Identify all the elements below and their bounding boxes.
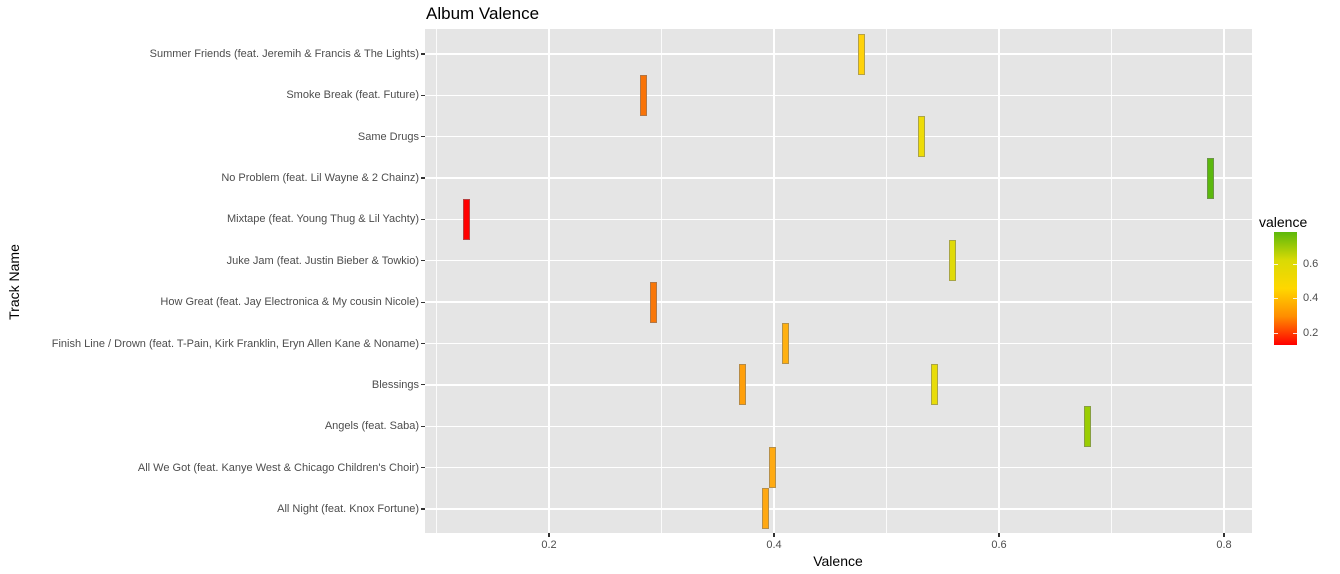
- data-tile: [1084, 405, 1092, 447]
- data-tile: [1207, 157, 1214, 199]
- row-gridline: [425, 384, 1252, 386]
- legend-tick-label: 0.4: [1303, 292, 1319, 305]
- y-axis-title: Track Name: [6, 244, 22, 320]
- y-tick: [421, 136, 425, 138]
- x-tick: [548, 533, 550, 537]
- y-tick-label: Blessings: [371, 378, 419, 391]
- y-tick-label: Smoke Break (feat. Future): [286, 89, 419, 102]
- minor-gridline: [661, 29, 662, 533]
- row-gridline: [425, 466, 1252, 469]
- legend-tick: [1293, 298, 1297, 300]
- y-tick-label: All Night (feat. Knox Fortune): [277, 502, 419, 515]
- legend-tick-label: 0.6: [1303, 258, 1319, 271]
- minor-gridline: [886, 29, 887, 533]
- legend-colorbar: [1274, 232, 1297, 345]
- x-tick-label: 0.4: [766, 539, 782, 551]
- legend-tick: [1293, 332, 1297, 334]
- row-gridline: [425, 177, 1252, 179]
- legend-tick-label: 0.2: [1303, 326, 1319, 339]
- data-tile: [739, 364, 746, 406]
- y-tick: [421, 301, 425, 303]
- major-gridline: [773, 29, 775, 533]
- y-tick-label: Mixtape (feat. Young Thug & Lil Yachty): [226, 213, 419, 226]
- row-gridline: [425, 342, 1252, 345]
- row-gridline: [425, 94, 1252, 97]
- x-tick-label: 0.8: [1216, 539, 1232, 551]
- row-gridline: [425, 508, 1252, 510]
- x-tick-label: 0.6: [991, 539, 1007, 551]
- y-tick: [421, 425, 425, 427]
- y-tick: [421, 508, 425, 510]
- data-tile: [650, 281, 658, 323]
- y-tick: [421, 467, 425, 469]
- y-tick-label: Juke Jam (feat. Justin Bieber & Towkio): [226, 254, 419, 267]
- legend-title: valence: [1259, 214, 1308, 230]
- data-tile: [769, 447, 777, 489]
- y-tick: [421, 218, 425, 221]
- data-tile: [463, 198, 471, 240]
- minor-gridline: [1111, 29, 1112, 533]
- major-gridline: [1223, 29, 1225, 533]
- row-gridline: [425, 53, 1252, 55]
- major-gridline: [548, 29, 550, 533]
- row-gridline: [425, 136, 1252, 138]
- y-tick: [421, 94, 425, 96]
- data-tile: [917, 116, 925, 158]
- y-tick: [421, 53, 425, 55]
- legend-tick: [1274, 298, 1278, 300]
- y-tick-label: Angels (feat. Saba): [324, 420, 419, 433]
- y-tick-label: No Problem (feat. Lil Wayne & 2 Chainz): [221, 172, 419, 185]
- minor-gridline: [436, 29, 437, 533]
- y-tick-label: Finish Line / Drown (feat. T-Pain, Kirk …: [51, 337, 419, 350]
- y-tick: [421, 260, 425, 262]
- y-tick-label: How Great (feat. Jay Electronica & My co…: [160, 296, 419, 309]
- x-tick-label: 0.2: [541, 539, 557, 551]
- data-tile: [640, 74, 647, 116]
- x-tick: [773, 533, 775, 537]
- x-axis-title: Valence: [813, 553, 863, 569]
- legend-tick: [1274, 332, 1278, 334]
- legend-tick: [1274, 264, 1278, 266]
- data-tile: [949, 240, 957, 282]
- y-tick-label: All We Got (feat. Kanye West & Chicago C…: [137, 461, 419, 474]
- data-tile: [931, 364, 939, 406]
- y-tick-label: Same Drugs: [357, 130, 419, 143]
- legend-tick: [1293, 264, 1297, 266]
- y-tick: [421, 342, 425, 345]
- y-tick: [421, 384, 425, 386]
- y-tick: [421, 177, 425, 179]
- data-tile: [761, 488, 769, 530]
- plot-panel: [425, 29, 1252, 533]
- chart-title: Album Valence: [426, 4, 540, 23]
- row-gridline: [425, 260, 1252, 262]
- data-tile: [858, 33, 866, 75]
- major-gridline: [998, 29, 1000, 533]
- x-tick: [1223, 533, 1225, 537]
- x-tick: [998, 533, 1000, 537]
- row-gridline: [425, 218, 1252, 221]
- row-gridline: [425, 425, 1252, 427]
- row-gridline: [425, 301, 1252, 303]
- data-tile: [781, 323, 789, 365]
- y-tick-label: Summer Friends (feat. Jeremih & Francis …: [149, 48, 419, 60]
